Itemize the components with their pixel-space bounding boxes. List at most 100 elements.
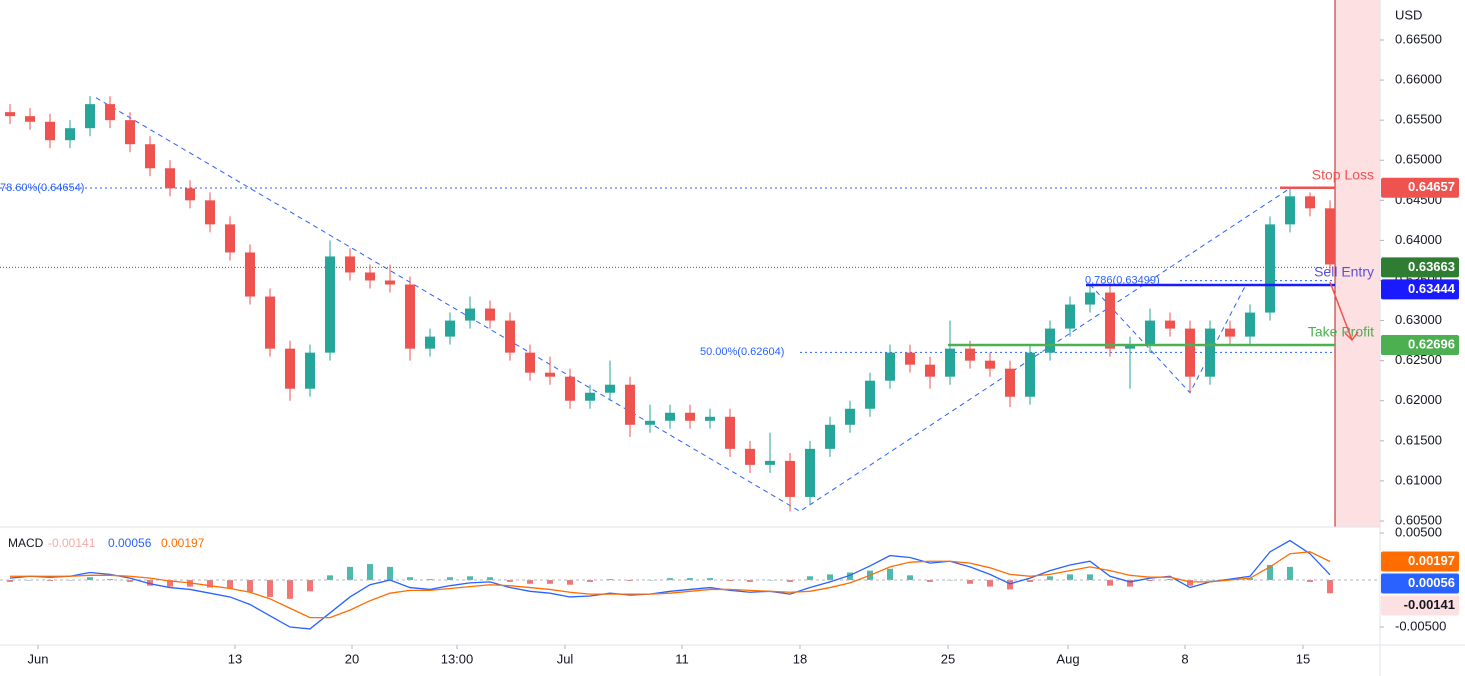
fib-label: 50.00%(0.62604) [700,346,784,358]
candle-body [145,144,155,169]
candle-body [425,336,435,349]
histogram-bar [1207,580,1213,581]
histogram-bar [527,580,533,584]
histogram-bar [447,577,453,581]
histogram-bar [387,566,393,581]
histogram-bar [1027,580,1033,582]
histogram-bar [227,580,233,589]
price-box-label: 0.63444 [1408,281,1456,296]
candle-body [845,408,855,425]
candle-body [545,372,555,377]
price-box [1381,595,1459,616]
candle-body [25,116,35,122]
fib-label: 78.60%(0.64654) [0,182,84,194]
level-name: Take Profit [1308,324,1374,340]
candle-body [345,256,355,273]
histogram-bar [1127,580,1133,587]
candle-body [725,416,735,449]
candle-body [985,360,995,369]
histogram-bar [927,580,933,582]
price-box-label: 0.00056 [1408,575,1455,590]
candle-body [1325,208,1335,265]
candle-body [1005,368,1015,397]
candle-body [505,320,515,353]
candle-body [85,104,95,129]
candle-body [205,200,215,225]
histogram-bar [1307,580,1313,582]
histogram-bar [1007,580,1013,590]
candle-body [525,352,535,373]
x-tick-label: Aug [1056,651,1079,666]
candle-body [265,296,275,349]
candle-body [5,112,15,117]
histogram-bar [607,579,613,581]
histogram-bar [7,580,13,582]
histogram-bar [367,564,373,581]
candle-body [1205,328,1215,377]
histogram-bar [907,575,913,581]
histogram-bar [847,572,853,581]
histogram-bar [747,580,753,582]
price-box-label: -0.00141 [1404,597,1455,612]
y-tick-label: 0.65500 [1395,112,1442,127]
x-tick-label: 18 [793,651,807,666]
histogram-bar [667,578,673,581]
candle-body [1045,328,1055,353]
y-tick-label: 0.61500 [1395,432,1442,447]
pattern-line [95,97,1291,512]
candle-body [225,224,235,253]
macd-legend: MACD -0.00141 0.00056 0.00197 [8,536,205,550]
candle-body [45,121,55,141]
histogram-bar [1247,578,1253,581]
candle-body [865,380,875,409]
histogram-bar [1267,564,1273,581]
histogram-bar [1087,574,1093,581]
candle-body [1285,196,1295,225]
histogram-bar [487,577,493,581]
candle-body [485,308,495,321]
histogram-bar [167,580,173,587]
price-box-label: 0.63663 [1408,259,1455,274]
histogram-bar [567,580,573,585]
x-tick-label: 13 [228,651,242,666]
candle-body [885,352,895,381]
y-tick-label: 0.62500 [1395,352,1442,367]
histogram-bar [327,575,333,581]
candle-body [1025,352,1035,397]
candle-body [965,348,975,361]
candle-body [705,416,715,421]
candle-body [1065,304,1075,329]
candle-body [1245,312,1255,337]
candle-body [405,284,415,349]
candle-body [385,280,395,285]
candle-body [365,272,375,281]
currency-label: USD [1395,7,1422,22]
candle-body [1125,344,1135,349]
macd-line [10,551,1331,619]
y-tick-label: 0.66000 [1395,72,1442,87]
x-tick-label: 11 [675,651,689,666]
macd-line [9,539,1331,630]
x-tick-label: Jun [28,651,49,666]
candle-body [685,412,695,421]
candle-body [905,352,915,365]
histogram-bar [587,580,593,582]
candle-body [165,168,175,189]
candle-body [245,252,255,297]
y-tick-label: 0.00500 [1395,524,1442,539]
candle-body [1265,224,1275,313]
candle-body [1225,328,1235,337]
histogram-bar [807,576,813,581]
candle-body [125,120,135,145]
candle-body [825,424,835,449]
histogram-bar [247,580,253,593]
arrow [1329,281,1359,342]
histogram-bar [987,580,993,587]
histogram-bar [827,574,833,581]
candle-body [325,256,335,353]
x-tick-label: 8 [1181,651,1188,666]
candle-body [1185,328,1195,377]
candle-body [445,320,455,337]
candle-body [765,460,775,465]
macd-title: MACD [8,536,44,550]
